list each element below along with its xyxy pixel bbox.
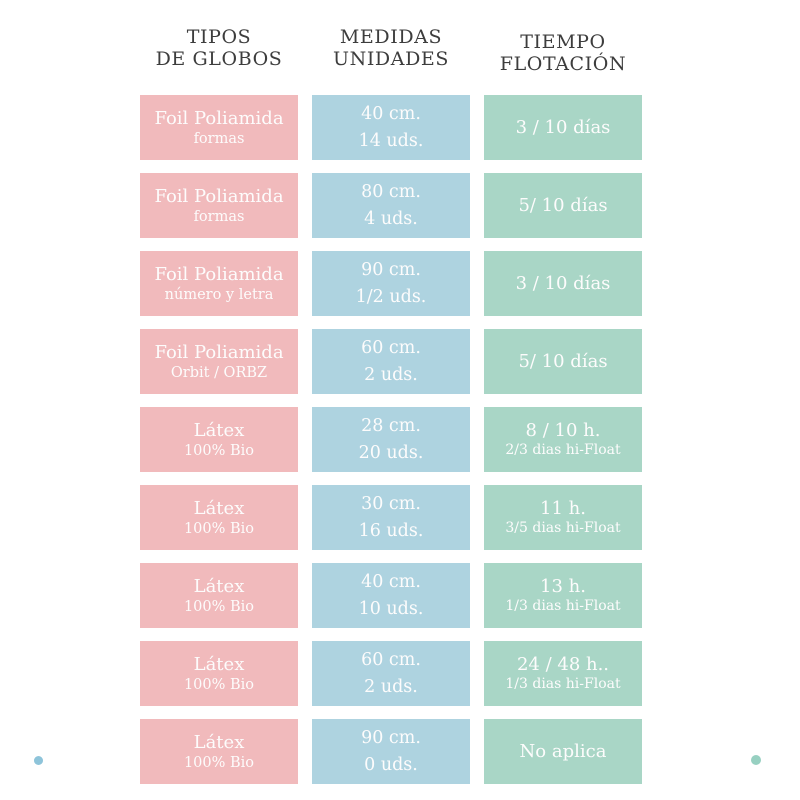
column-headers: TIPOS DE GLOBOS MEDIDAS UNIDADES TIEMPO … bbox=[140, 26, 642, 75]
balloon-type-name: Foil Poliamida bbox=[154, 185, 284, 207]
balloon-type-detail: 100% Bio bbox=[183, 442, 255, 459]
float-time-value: 5/ 10 días bbox=[518, 350, 608, 372]
size-value: 90 cm. bbox=[361, 728, 421, 748]
float-time-cell: 5/ 10 días bbox=[484, 329, 642, 394]
float-time-detail: 1/3 dias hi-Float bbox=[505, 598, 621, 614]
float-time-value: 8 / 10 h. bbox=[525, 420, 601, 441]
balloon-type-name: Látex bbox=[193, 419, 245, 441]
size-value: 40 cm. bbox=[361, 104, 421, 124]
float-time-detail: 1/3 dias hi-Float bbox=[505, 676, 621, 692]
size-units-cell: 40 cm. 14 uds. bbox=[312, 95, 470, 160]
float-time-value: No aplica bbox=[519, 740, 607, 762]
decorative-dot-teal bbox=[751, 755, 761, 765]
float-time-cell: 24 / 48 h.. 1/3 dias hi-Float bbox=[484, 641, 642, 706]
float-time-value: 13 h. bbox=[540, 576, 586, 597]
balloon-type-cell: Foil Poliamida número y letra bbox=[140, 251, 298, 316]
float-time-value: 3 / 10 días bbox=[515, 272, 611, 294]
balloon-type-detail: formas bbox=[193, 130, 245, 147]
float-time-cell: 5/ 10 días bbox=[484, 173, 642, 238]
balloon-type-cell: Látex 100% Bio bbox=[140, 407, 298, 472]
size-units-cell: 80 cm. 4 uds. bbox=[312, 173, 470, 238]
size-value: 80 cm. bbox=[361, 182, 421, 202]
float-time-value: 11 h. bbox=[540, 498, 586, 519]
float-time-detail: 2/3 dias hi-Float bbox=[505, 442, 621, 458]
balloon-type-detail: 100% Bio bbox=[183, 754, 255, 771]
balloon-type-detail: Orbit / ORBZ bbox=[170, 364, 268, 381]
size-value: 30 cm. bbox=[361, 494, 421, 514]
balloon-type-cell: Látex 100% Bio bbox=[140, 563, 298, 628]
size-value: 40 cm. bbox=[361, 572, 421, 592]
float-time-detail: 3/5 dias hi-Float bbox=[505, 520, 621, 536]
header-tiempo: TIEMPO FLOTACIÓN bbox=[484, 26, 642, 75]
float-time-value: 3 / 10 días bbox=[515, 116, 611, 138]
size-value: 28 cm. bbox=[361, 416, 421, 436]
units-value: 4 uds. bbox=[364, 209, 418, 229]
units-value: 20 uds. bbox=[358, 443, 424, 463]
balloon-type-name: Foil Poliamida bbox=[154, 107, 284, 129]
header-tiempo-line2: FLOTACIÓN bbox=[499, 53, 627, 75]
balloon-type-cell: Foil Poliamida formas bbox=[140, 173, 298, 238]
size-value: 90 cm. bbox=[361, 260, 421, 280]
units-value: 10 uds. bbox=[358, 599, 424, 619]
header-tiempo-line1: TIEMPO bbox=[520, 31, 606, 53]
size-value: 60 cm. bbox=[361, 338, 421, 358]
header-medidas-line1: MEDIDAS bbox=[339, 26, 443, 48]
units-value: 0 uds. bbox=[364, 755, 418, 775]
size-units-cell: 60 cm. 2 uds. bbox=[312, 329, 470, 394]
float-time-cell: 3 / 10 días bbox=[484, 95, 642, 160]
size-units-cell: 90 cm. 1/2 uds. bbox=[312, 251, 470, 316]
float-time-value: 24 / 48 h.. bbox=[516, 654, 610, 675]
size-units-cell: 40 cm. 10 uds. bbox=[312, 563, 470, 628]
header-medidas-line2: UNIDADES bbox=[332, 48, 450, 70]
size-units-cell: 30 cm. 16 uds. bbox=[312, 485, 470, 550]
size-units-cell: 28 cm. 20 uds. bbox=[312, 407, 470, 472]
units-value: 1/2 uds. bbox=[355, 287, 427, 307]
float-time-cell: 3 / 10 días bbox=[484, 251, 642, 316]
units-value: 16 uds. bbox=[358, 521, 424, 541]
units-value: 14 uds. bbox=[358, 131, 424, 151]
size-units-cell: 60 cm. 2 uds. bbox=[312, 641, 470, 706]
header-tipos: TIPOS DE GLOBOS bbox=[140, 26, 298, 75]
float-time-cell: 8 / 10 h. 2/3 dias hi-Float bbox=[484, 407, 642, 472]
header-tipos-line1: TIPOS bbox=[186, 26, 252, 48]
units-value: 2 uds. bbox=[364, 365, 418, 385]
balloon-type-name: Foil Poliamida bbox=[154, 263, 284, 285]
balloon-type-cell: Foil Poliamida Orbit / ORBZ bbox=[140, 329, 298, 394]
balloon-type-name: Foil Poliamida bbox=[154, 341, 284, 363]
size-value: 60 cm. bbox=[361, 650, 421, 670]
balloon-type-name: Látex bbox=[193, 731, 245, 753]
balloon-type-name: Látex bbox=[193, 653, 245, 675]
balloon-type-detail: 100% Bio bbox=[183, 676, 255, 693]
units-value: 2 uds. bbox=[364, 677, 418, 697]
balloon-type-detail: número y letra bbox=[164, 286, 274, 303]
float-time-cell: No aplica bbox=[484, 719, 642, 784]
balloon-type-name: Látex bbox=[193, 575, 245, 597]
balloon-type-detail: 100% Bio bbox=[183, 598, 255, 615]
table-grid: Foil Poliamida formas 40 cm. 14 uds. 3 /… bbox=[140, 95, 642, 784]
balloon-type-cell: Foil Poliamida formas bbox=[140, 95, 298, 160]
float-time-cell: 13 h. 1/3 dias hi-Float bbox=[484, 563, 642, 628]
decorative-dot-blue bbox=[34, 756, 43, 765]
float-time-cell: 11 h. 3/5 dias hi-Float bbox=[484, 485, 642, 550]
balloon-type-cell: Látex 100% Bio bbox=[140, 485, 298, 550]
balloon-type-cell: Látex 100% Bio bbox=[140, 641, 298, 706]
balloon-type-name: Látex bbox=[193, 497, 245, 519]
float-time-value: 5/ 10 días bbox=[518, 194, 608, 216]
size-units-cell: 90 cm. 0 uds. bbox=[312, 719, 470, 784]
balloon-type-detail: 100% Bio bbox=[183, 520, 255, 537]
balloon-type-detail: formas bbox=[193, 208, 245, 225]
header-tipos-line2: DE GLOBOS bbox=[155, 48, 283, 70]
header-medidas: MEDIDAS UNIDADES bbox=[312, 26, 470, 75]
balloon-type-cell: Látex 100% Bio bbox=[140, 719, 298, 784]
